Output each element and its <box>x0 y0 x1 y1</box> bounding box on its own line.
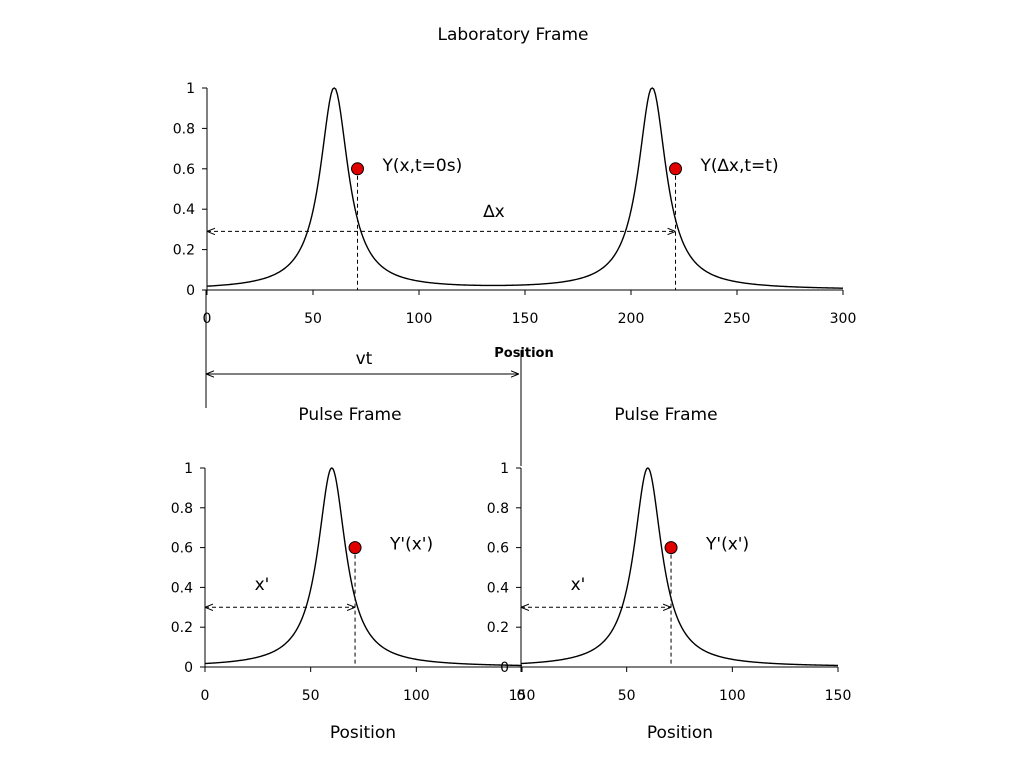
x-tick-label: 50 <box>618 688 636 704</box>
x-tick-label: 150 <box>512 311 539 327</box>
y-tick-label: 1 <box>186 81 195 97</box>
x-tick-label: 150 <box>825 688 852 704</box>
y-tick-label: 0.4 <box>487 580 509 596</box>
pulse-left-x-axis-label: Position <box>330 723 396 743</box>
point-label: Y(x,t=0s) <box>382 156 463 176</box>
pulse-curve <box>206 87 844 289</box>
y-tick-label: 0.2 <box>487 620 509 636</box>
y-tick-label: 0 <box>500 660 509 676</box>
x-tick-label: 100 <box>719 688 746 704</box>
x-tick-label: 0 <box>201 688 210 704</box>
lab-frame-plot: 0 0.2 0.4 0.6 0.8 1 0 50 100 150 200 250 300 Y(x,t=0s… <box>173 81 857 327</box>
marker-point <box>664 541 678 555</box>
vt-label: vt <box>356 349 373 369</box>
point-label: Y(∆x,t=t) <box>700 156 779 176</box>
pulse-curve <box>204 467 523 667</box>
x-tick-label: 150 <box>509 688 536 704</box>
pulse-frame-title-right: Pulse Frame <box>614 405 717 425</box>
point-label: Y'(x') <box>389 535 433 555</box>
y-tick-label: 0 <box>186 283 195 299</box>
lab-x-axis-label: Position <box>494 346 554 361</box>
y-tick-label: 0.2 <box>171 620 193 636</box>
marker-point <box>669 162 683 176</box>
marker-point <box>348 541 362 555</box>
marker-point <box>351 162 365 176</box>
y-tick-label: 0.8 <box>173 121 195 137</box>
x-tick-label: 0 <box>203 311 212 327</box>
y-tick-label: 0.2 <box>173 243 195 259</box>
x-tick-label: 100 <box>406 311 433 327</box>
x-tick-label: 50 <box>304 311 322 327</box>
y-tick-label: 0.8 <box>487 501 509 517</box>
y-tick-label: 0.8 <box>171 501 193 517</box>
y-tick-label: 0.6 <box>487 541 509 557</box>
y-tick-label: 0.4 <box>173 202 195 218</box>
y-tick-label: 0 <box>184 660 193 676</box>
pulse-curve <box>520 467 839 667</box>
pulse-frame-title-left: Pulse Frame <box>298 405 401 425</box>
delta-x-label: ∆x <box>482 202 504 222</box>
y-tick-label: 1 <box>500 461 509 477</box>
x-tick-label: 250 <box>724 311 751 327</box>
x-tick-label: 200 <box>618 311 645 327</box>
x-prime-label-right: x' <box>571 575 586 595</box>
y-tick-label: 0.6 <box>173 162 195 178</box>
y-tick-label: 1 <box>184 461 193 477</box>
x-tick-label: 300 <box>830 311 857 327</box>
x-prime-label-left: x' <box>255 575 270 595</box>
x-tick-label: 0 <box>517 688 526 704</box>
y-tick-label: 0.6 <box>171 541 193 557</box>
x-tick-label: 100 <box>403 688 430 704</box>
lab-frame-title: Laboratory Frame <box>438 25 589 45</box>
y-tick-label: 0.4 <box>171 580 193 596</box>
x-tick-label: 50 <box>302 688 320 704</box>
point-label: Y'(x') <box>705 535 749 555</box>
pulse-frame-plot-right: 0 0.2 0.4 0.6 0.8 1 0 50 100 150 Y'(x') <box>487 461 852 704</box>
pulse-right-x-axis-label: Position <box>647 723 713 743</box>
